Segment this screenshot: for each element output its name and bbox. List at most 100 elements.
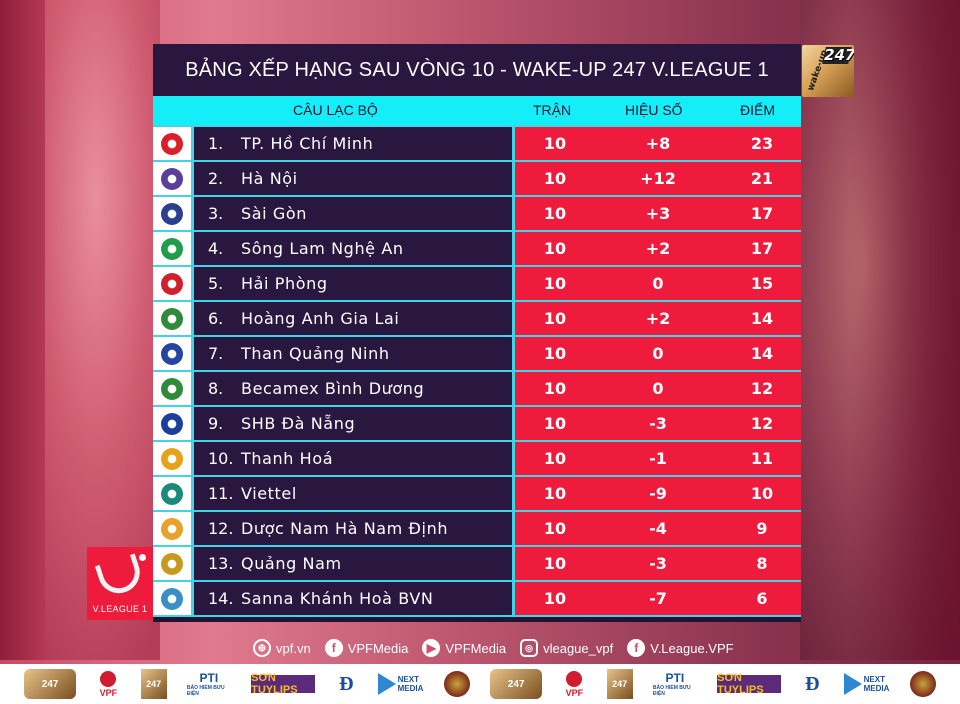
goal-difference: +8 — [645, 134, 671, 153]
goal-difference: -9 — [649, 484, 667, 503]
points: 10 — [750, 484, 774, 503]
next-media-triangle-icon — [377, 673, 396, 695]
table-row: 8. Becamex Bình Dương 10 0 12 — [153, 370, 801, 405]
son-tuylips-logo: SƠN TUYLIPS — [251, 672, 316, 696]
stats-cell: 10 -3 8 — [515, 547, 801, 580]
social-link[interactable]: ▶ VPFMedia — [422, 639, 506, 657]
social-link[interactable]: f V.League.VPF — [627, 639, 734, 657]
points: 12 — [750, 414, 774, 433]
sponsor-subtext: BẢO HIỂM BƯU ĐIỆN — [186, 685, 225, 697]
rank: 3. — [208, 204, 224, 223]
background-shade-right — [850, 0, 960, 660]
club-name: Quảng Nam — [241, 554, 342, 573]
matches-played: 10 — [543, 379, 567, 398]
divider — [512, 477, 515, 510]
table-row: 13. Quảng Nam 10 -3 8 — [153, 545, 801, 580]
social-link[interactable]: f VPFMedia — [324, 639, 408, 657]
table-row: 1. TP. Hồ Chí Minh 10 +8 23 — [153, 125, 801, 160]
matches-played: 10 — [543, 449, 567, 468]
club-name: TP. Hồ Chí Minh — [241, 134, 374, 153]
rank: 8. — [208, 379, 224, 398]
stats-cell: 10 -7 6 — [515, 582, 801, 615]
vpf-ball-icon — [566, 670, 583, 687]
table-row: 6. Hoàng Anh Gia Lai 10 +2 14 — [153, 300, 801, 335]
club-cell: 14. Sanna Khánh Hoà BVN — [194, 582, 512, 615]
hagl-crest-icon — [161, 307, 183, 330]
sponsor-subtext: BẢO HIỂM BƯU ĐIỆN — [652, 685, 691, 697]
table-row: 12. Dược Nam Hà Nam Định 10 -4 9 — [153, 510, 801, 545]
goal-difference: 0 — [652, 379, 664, 398]
goal-difference: +12 — [640, 169, 676, 188]
club-logo-cell — [153, 162, 191, 195]
club-name: Sông Lam Nghệ An — [241, 239, 404, 258]
divider — [512, 442, 515, 475]
club-cell: 4. Sông Lam Nghệ An — [194, 232, 512, 265]
globe-icon: ⊕ — [253, 639, 271, 657]
goal-difference: -7 — [649, 589, 667, 608]
club-logo-cell — [153, 442, 191, 475]
table-row: 11. Viettel 10 -9 10 — [153, 475, 801, 510]
stats-cell: 10 +3 17 — [515, 197, 801, 230]
matches-played: 10 — [543, 204, 567, 223]
points: 11 — [750, 449, 774, 468]
points: 6 — [756, 589, 768, 608]
saigon-crest-icon — [161, 202, 183, 225]
dong-luc-logo: Đ — [335, 669, 357, 699]
sponsor-text: 247 — [41, 678, 59, 690]
divider — [512, 512, 515, 545]
divider — [512, 582, 515, 615]
club-cell: 1. TP. Hồ Chí Minh — [194, 127, 512, 160]
hcm-crest-icon — [161, 132, 183, 155]
table-header: CÂU LẠC BỘ TRẬN HIỆU SỐ ĐIỂM — [153, 96, 801, 125]
thanhhoa-crest-icon — [161, 447, 183, 470]
goal-difference: +2 — [645, 239, 671, 258]
rank: 14. — [208, 589, 234, 608]
club-name: Becamex Bình Dương — [241, 379, 425, 398]
sponsor-bar: 247 VPF 247 PTI BẢO HIỂM BƯU ĐIỆN SƠN TUYLIPS… — [0, 664, 960, 704]
club-cell: 6. Hoàng Anh Gia Lai — [194, 302, 512, 335]
rank: 5. — [208, 274, 224, 293]
matches-played: 10 — [543, 484, 567, 503]
club-name: Dược Nam Hà Nam Định — [241, 519, 449, 538]
table-row: 7. Than Quảng Ninh 10 0 14 — [153, 335, 801, 370]
wakeup-247-vpf-logo: 247 — [24, 669, 77, 699]
rank: 6. — [208, 309, 224, 328]
club-logo-cell — [153, 407, 191, 440]
stats-cell: 10 +2 17 — [515, 232, 801, 265]
matches-played: 10 — [543, 274, 567, 293]
standings-table: 1. TP. Hồ Chí Minh 10 +8 23 2. Hà Nội 10… — [153, 125, 801, 617]
table-row: 2. Hà Nội 10 +12 21 — [153, 160, 801, 195]
divider — [512, 267, 515, 300]
stats-cell: 10 0 15 — [515, 267, 801, 300]
goal-difference: +2 — [645, 309, 671, 328]
club-cell: 10. Thanh Hoá — [194, 442, 512, 475]
club-cell: 5. Hải Phòng — [194, 267, 512, 300]
divider — [191, 372, 194, 405]
club-name: SHB Đà Nẵng — [241, 414, 356, 433]
rank: 11. — [208, 484, 234, 503]
points: 21 — [750, 169, 774, 188]
goal-difference: -1 — [649, 449, 667, 468]
table-row: 5. Hải Phòng 10 0 15 — [153, 265, 801, 300]
stats-cell: 10 0 14 — [515, 337, 801, 370]
goal-difference: -3 — [649, 414, 667, 433]
divider — [512, 127, 515, 160]
page-title: BẢNG XẾP HẠNG SAU VÒNG 10 - WAKE-UP 247 … — [153, 44, 801, 96]
table-bottom-border — [153, 615, 801, 617]
goal-difference: +3 — [645, 204, 671, 223]
social-link[interactable]: ⊕ vpf.vn — [253, 639, 311, 657]
club-cell: 13. Quảng Nam — [194, 547, 512, 580]
club-logo-cell — [153, 512, 191, 545]
points: 14 — [750, 309, 774, 328]
stats-cell: 10 +8 23 — [515, 127, 801, 160]
rank: 7. — [208, 344, 224, 363]
club-cell: 2. Hà Nội — [194, 162, 512, 195]
club-name: Hà Nội — [241, 169, 298, 188]
vpf-ball-icon — [100, 670, 117, 687]
divider — [191, 267, 194, 300]
namdinh-crest-icon — [161, 517, 183, 540]
social-link[interactable]: ◎ vleague_vpf — [520, 639, 613, 657]
club-cell: 9. SHB Đà Nẵng — [194, 407, 512, 440]
wakeup-247-vpf-logo: 247 — [490, 669, 543, 699]
badge-number: 247 — [822, 46, 854, 64]
